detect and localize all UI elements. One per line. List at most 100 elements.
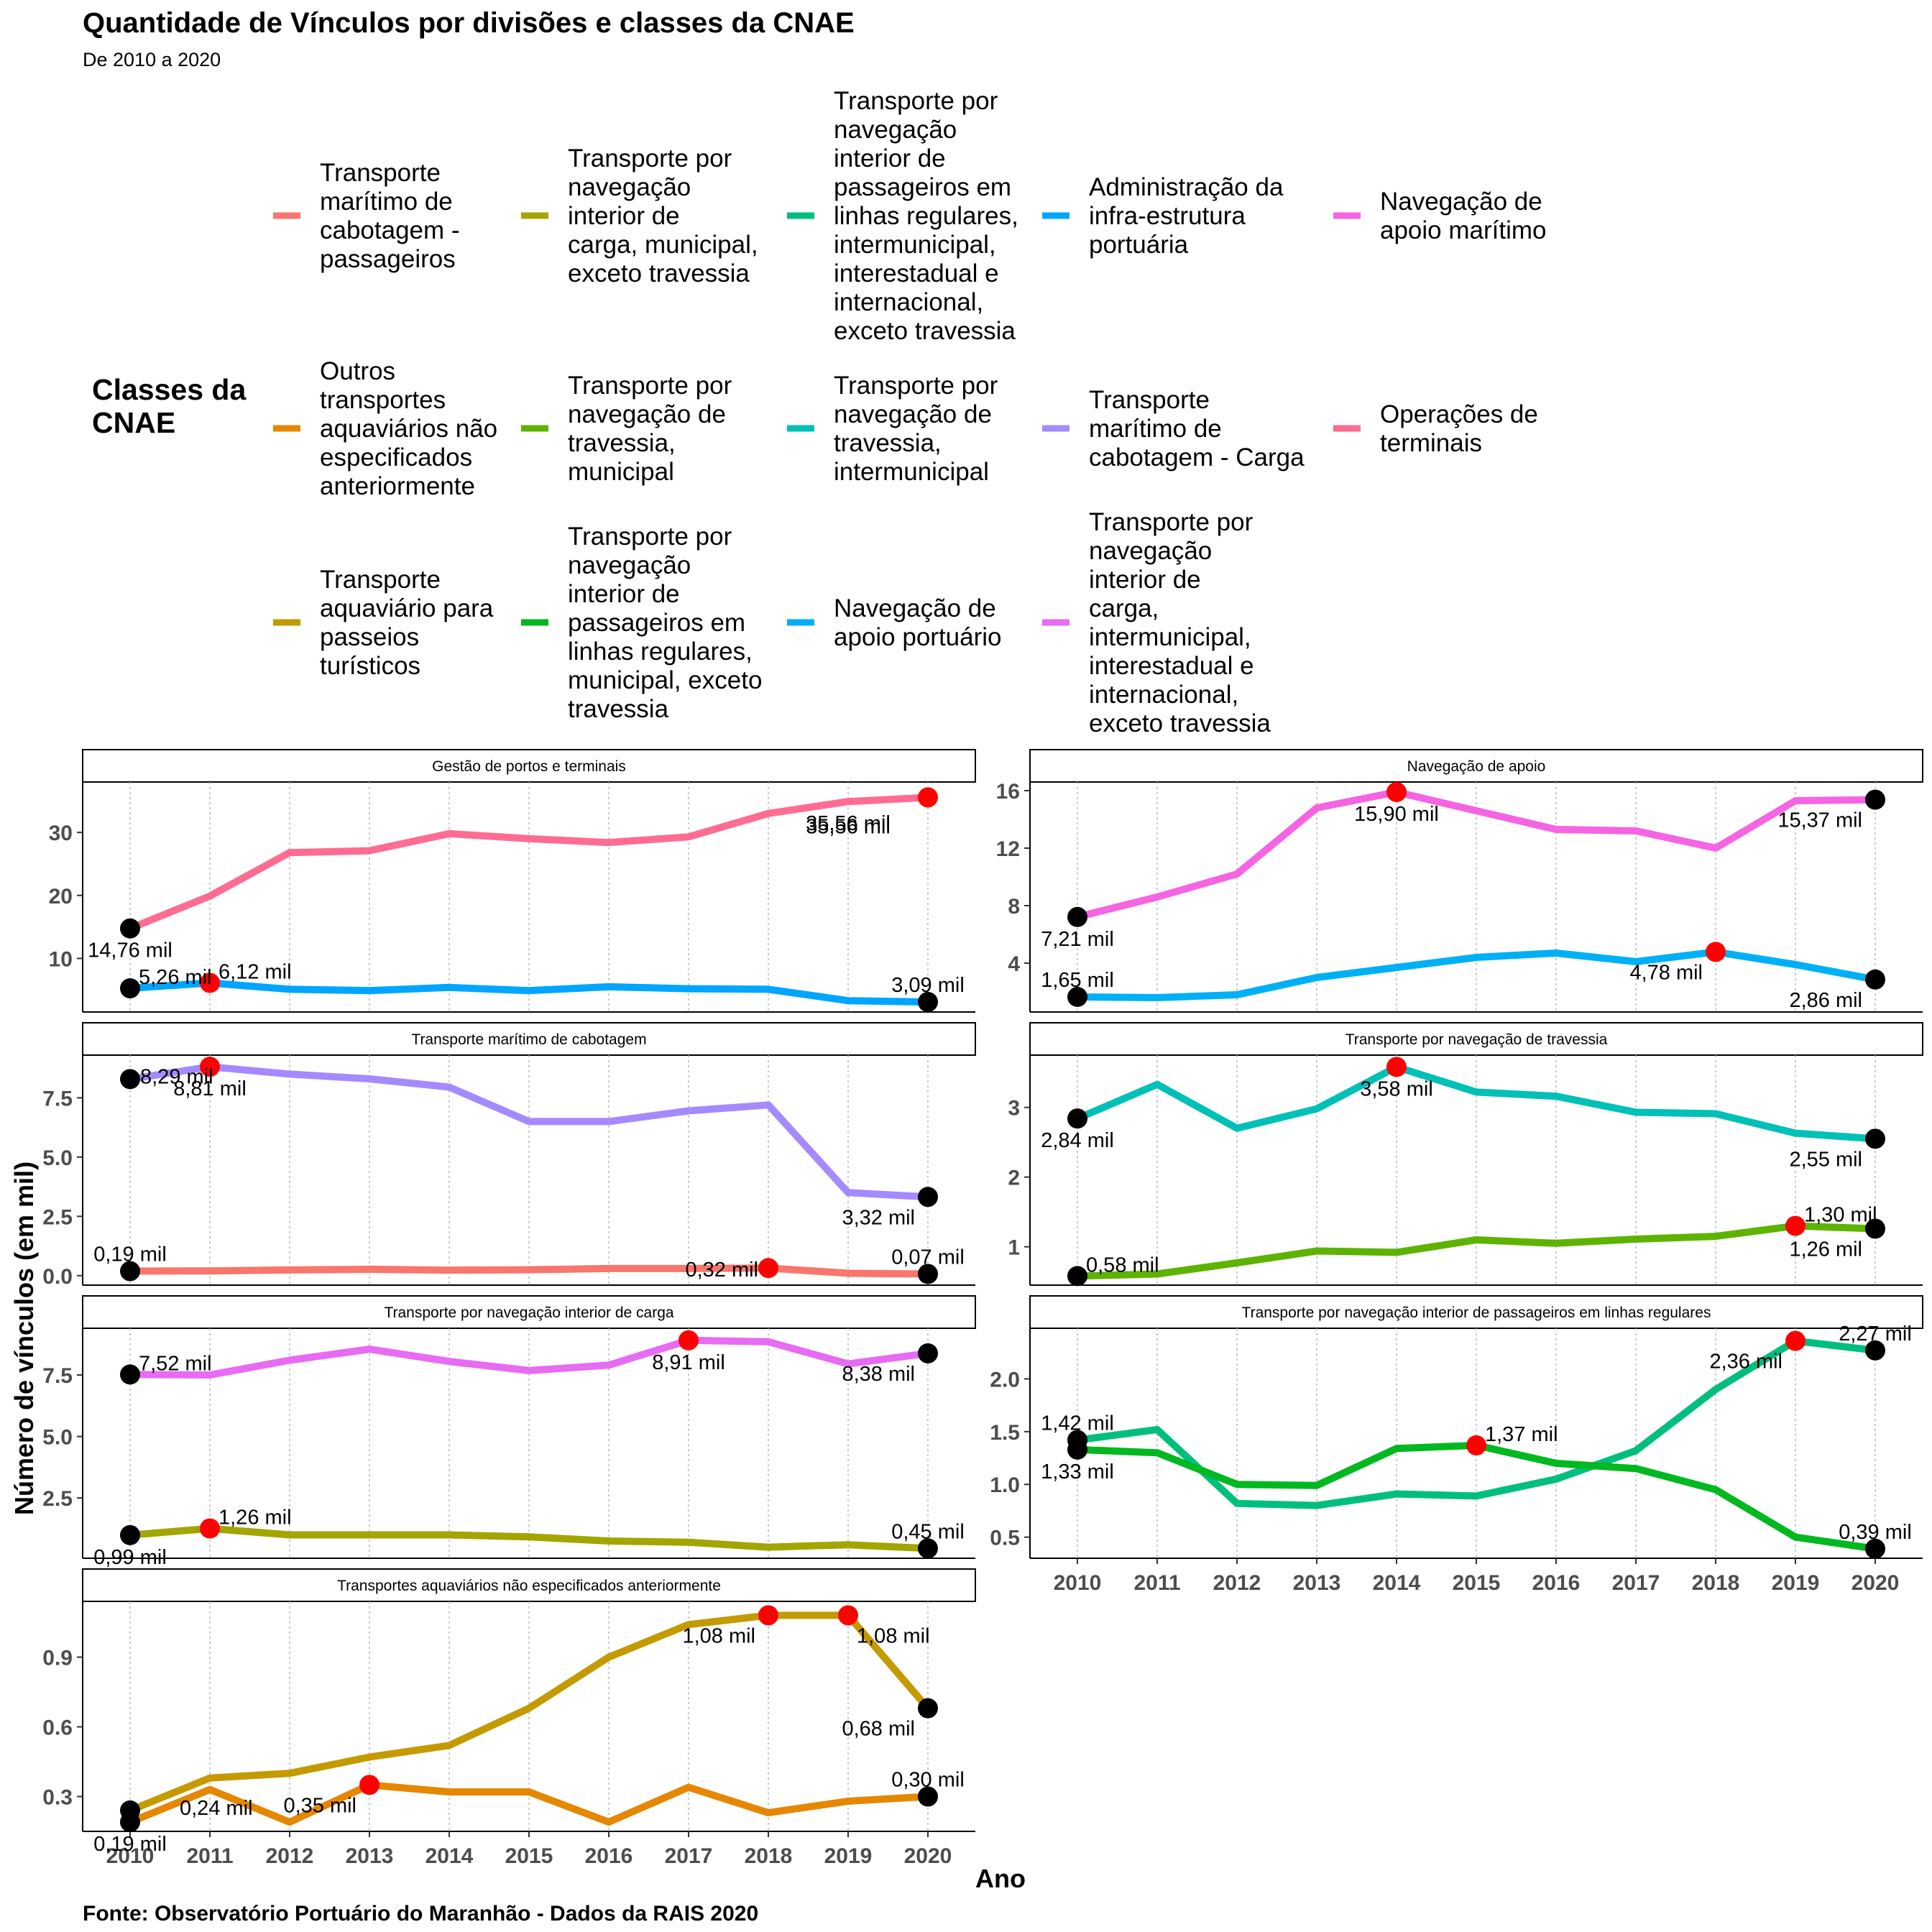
panel-strip-title: Transportes aquaviários não especificado… — [337, 1578, 721, 1594]
panel-strip-title: Transporte por navegação interior de pas… — [1242, 1305, 1711, 1321]
legend-label-nav_int_pass_inter-line-7: interestadual e — [834, 259, 999, 288]
max-point — [1386, 782, 1407, 802]
data-label: 0,45 mil — [891, 1520, 965, 1543]
panel-strip — [82, 1568, 976, 1602]
x-tick-label: 2010 — [1054, 1571, 1102, 1595]
y-tick-label: 5.0 — [42, 1426, 73, 1450]
series-line-2 — [126, 979, 932, 1006]
panel-4: Transporte por navegação de travessia 1 2 3… — [1008, 1022, 1923, 1287]
panel-strip-title: Navegação de apoio — [1407, 758, 1546, 775]
legend-label-terminais-line-2: terminais — [1380, 429, 1482, 457]
data-label: 3,32 mil — [842, 1206, 915, 1229]
y-tick-label: 2.0 — [990, 1368, 1020, 1392]
panel-strip — [82, 1022, 976, 1056]
legend-label-outros-line-5: anteriormente — [320, 472, 475, 500]
max-point — [1785, 1330, 1806, 1351]
y-axis-label: Número de vínculos (em mil) — [9, 1162, 39, 1515]
legend-label-cab_carga-line-2: marítimo de — [1089, 415, 1222, 443]
y-tick-label: 0.9 — [42, 1647, 73, 1670]
series-line-1 — [126, 1336, 932, 1379]
panel-strip — [1029, 749, 1923, 783]
x-tick-label: 2018 — [1692, 1571, 1740, 1595]
max-point — [758, 1258, 778, 1279]
legend-label-nav_int_carga_inter-line-3: interior de — [1089, 566, 1201, 594]
x-tick-label: 2017 — [1612, 1571, 1660, 1595]
panel-strip-title: Transporte por navegação de travessia — [1346, 1031, 1608, 1048]
data-label: 0,19 mil — [93, 1833, 167, 1856]
legend-label-outros-line-4: especificados — [320, 443, 472, 472]
endpoint-point — [1067, 1439, 1087, 1460]
y-tick-label: 8 — [1008, 895, 1020, 919]
legend-label-nav_int_pass_inter-line-5: linhas regulares, — [834, 202, 1018, 230]
panel-strip-title: Gestão de portos e terminais — [432, 758, 626, 775]
y-tick-label: 5.0 — [42, 1146, 73, 1170]
legend-label-nav_int_carga_inter-line-8: exceto travessia — [1089, 709, 1271, 737]
data-label: 1,65 mil — [1041, 969, 1114, 992]
legend-label-nav_int_pass_inter-line-1: Transporte por — [834, 87, 998, 115]
series-line-2 — [126, 1524, 932, 1552]
series-line-1 — [126, 1611, 932, 1814]
legend-label-trav_inter-line-3: travessia, — [834, 429, 942, 457]
endpoint-point — [120, 1812, 140, 1833]
y-tick-label: 30 — [49, 822, 73, 845]
data-label: 0,35 mil — [283, 1794, 356, 1817]
legend-label-cab_pass-line-3: cabotagem - — [320, 216, 460, 244]
endpoint-point — [1865, 789, 1885, 810]
legend-label-adm_infra-line-3: portuária — [1089, 231, 1189, 259]
data-label: 2,27 mil — [1839, 1322, 1912, 1346]
endpoint-point — [120, 1364, 140, 1385]
legend-label-nav_int_carga_inter-line-2: navegação — [1089, 537, 1212, 565]
data-label: 4,78 mil — [1629, 961, 1703, 984]
max-point — [838, 1605, 858, 1626]
endpoint-point — [918, 1698, 938, 1719]
legend-label-nav_int_pass_inter-line-4: passageiros em — [834, 173, 1011, 201]
data-label: 0,19 mil — [93, 1243, 167, 1266]
x-tick-label: 2014 — [1373, 1571, 1421, 1595]
data-label: 1,37 mil — [1485, 1423, 1558, 1446]
legend-label-nav_int_pass_mun-line-2: navegação — [568, 551, 691, 579]
legend-label-nav_int_pass_mun-line-6: municipal, exceto — [568, 666, 762, 694]
x-tick-label: 2015 — [505, 1844, 553, 1868]
legend-title-line-2: CNAE — [92, 406, 175, 439]
legend-label-cab_carga-line-1: Transporte — [1089, 386, 1210, 414]
chart-caption: Fonte: Observatório Portuário do Maranhã… — [83, 1902, 758, 1926]
series-line-1 — [1074, 1063, 1879, 1143]
data-label: 7,21 mil — [1041, 928, 1114, 951]
data-label: 15,90 mil — [1354, 803, 1439, 826]
endpoint-point — [1865, 1538, 1885, 1559]
panel-2: Navegação de apoio 4 8 12 16 7,21 mil 15,90 mi… — [996, 749, 1923, 1013]
y-tick-label: 0.6 — [42, 1716, 73, 1740]
series-line-2 — [1074, 1222, 1879, 1280]
x-tick-label: 2011 — [186, 1844, 233, 1868]
y-tick-label: 1.0 — [990, 1473, 1020, 1497]
endpoint-point — [1865, 1340, 1885, 1361]
x-tick-label: 2016 — [1532, 1571, 1581, 1595]
endpoint-point — [918, 1538, 938, 1559]
endpoint-point — [918, 1264, 938, 1284]
legend-label-outros-line-3: aquaviários não — [320, 415, 497, 443]
legend-label-trav_mun-line-4: municipal — [568, 458, 674, 486]
legend-label-nav_int_pass_mun-line-1: Transporte por — [568, 523, 732, 551]
legend-label-nav_int_carga_mun-line-1: Transporte por — [568, 144, 732, 172]
data-label: 6,12 mil — [218, 960, 292, 983]
data-label: 15,37 mil — [1777, 809, 1862, 832]
data-label: 2,86 mil — [1789, 989, 1862, 1012]
data-label: 0,32 mil — [685, 1259, 758, 1282]
max-point — [200, 972, 220, 993]
endpoint-point — [918, 1187, 938, 1208]
data-label: 8,91 mil — [652, 1351, 725, 1374]
data-label: 2,55 mil — [1789, 1148, 1862, 1171]
data-label: 1,26 mil — [1789, 1238, 1862, 1261]
x-tick-label: 2011 — [1133, 1571, 1180, 1595]
y-tick-label: 12 — [996, 837, 1020, 861]
legend-label-passeios-line-2: aquaviário para — [320, 594, 494, 622]
x-tick-label: 2020 — [904, 1844, 952, 1868]
legend-label-cab_carga-line-3: cabotagem - Carga — [1089, 443, 1305, 472]
legend-label-trav_inter-line-1: Transporte por — [834, 372, 998, 400]
panel-5: Transporte por navegação interior de car… — [42, 1295, 976, 1569]
endpoint-point — [120, 1069, 140, 1090]
panels: Gestão de portos e terminais 10 20 30 14,76 … — [42, 749, 1923, 1868]
x-tick-label: 2014 — [426, 1844, 474, 1868]
